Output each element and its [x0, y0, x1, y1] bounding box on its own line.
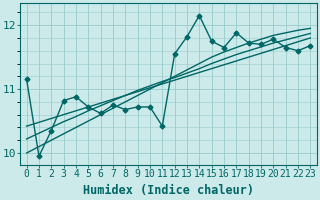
X-axis label: Humidex (Indice chaleur): Humidex (Indice chaleur): [83, 184, 254, 197]
